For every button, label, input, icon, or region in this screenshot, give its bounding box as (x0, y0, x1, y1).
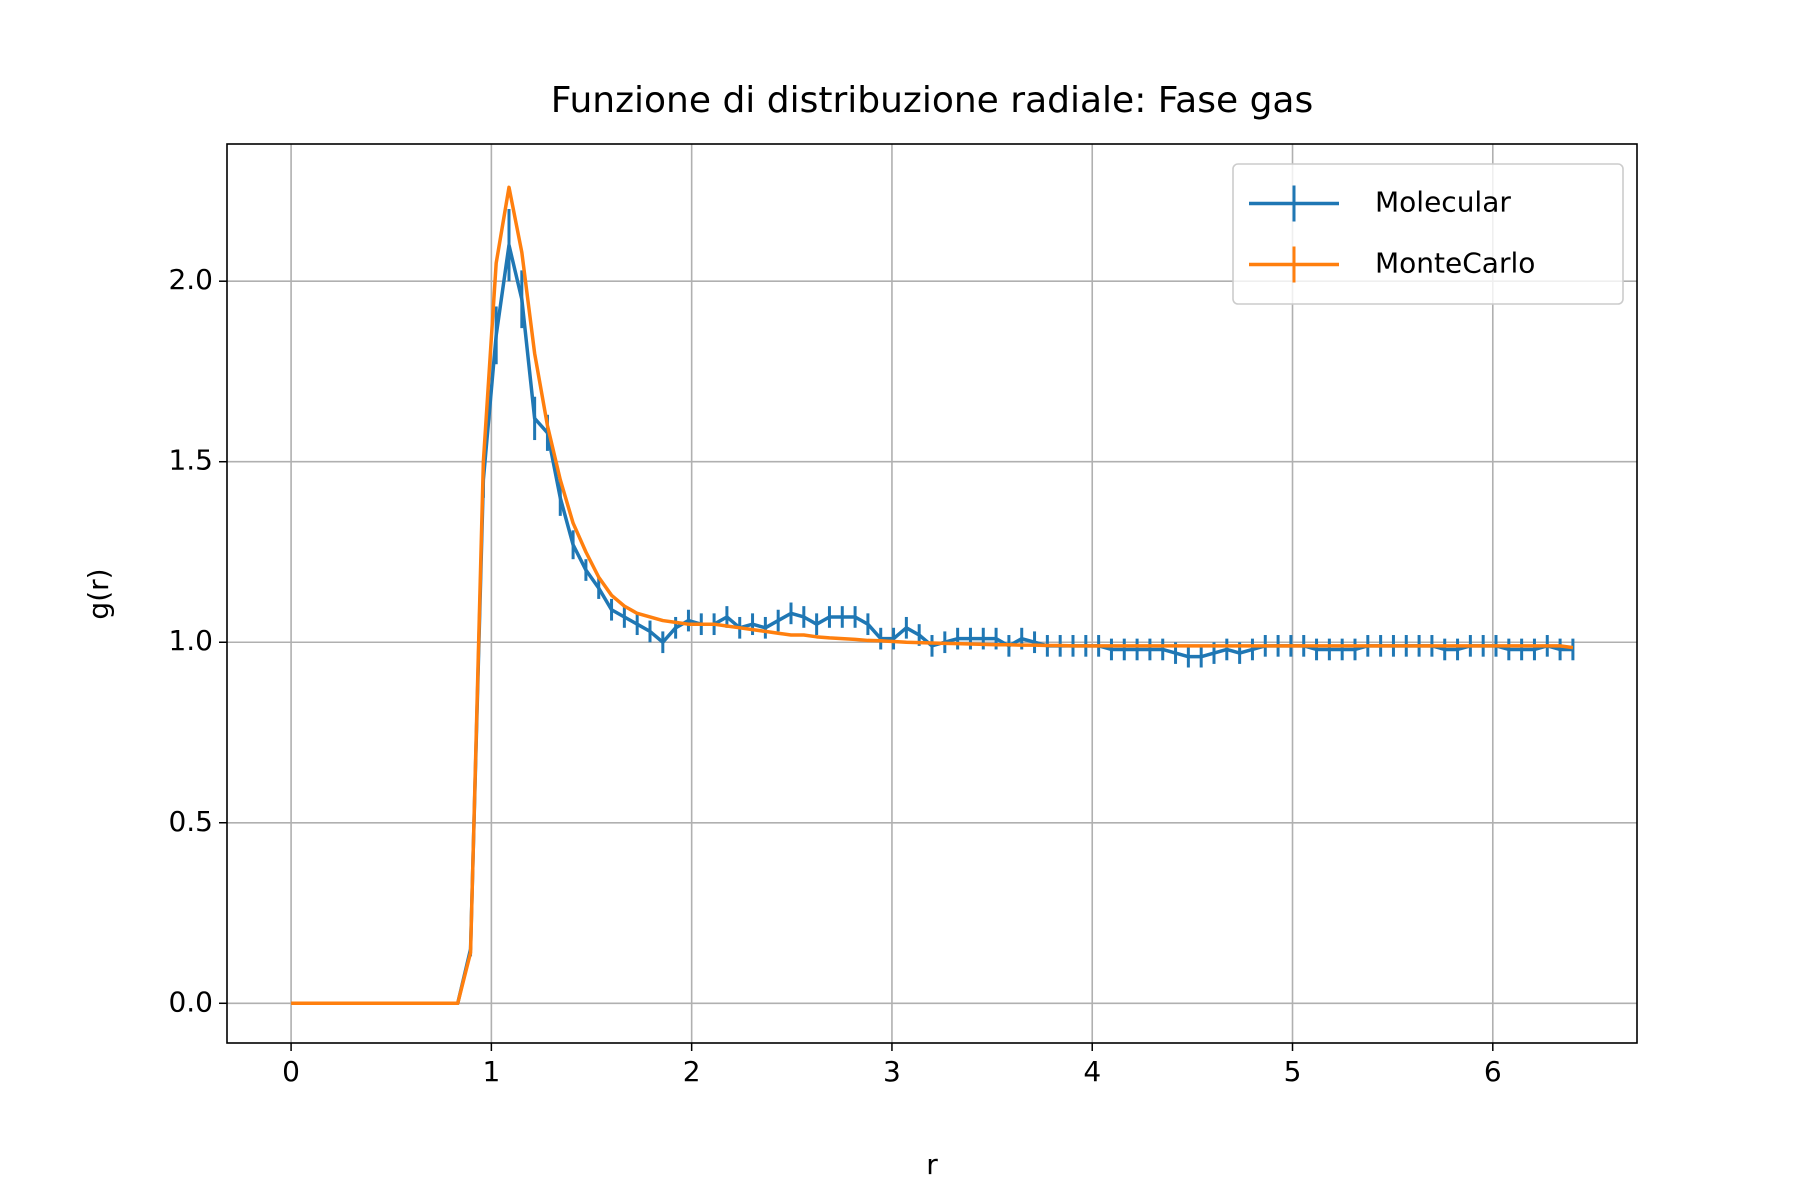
x-axis-label: r (926, 1148, 938, 1181)
x-tick-label: 6 (1484, 1055, 1502, 1088)
x-tick-label: 1 (482, 1055, 500, 1088)
plot-frame (226, 143, 1638, 1044)
x-tick-label: 2 (683, 1055, 701, 1088)
series-line (291, 243, 1573, 1006)
legend-box (1232, 163, 1624, 305)
y-tick-label: 0.5 (168, 805, 213, 838)
y-tick-label: 0.0 (168, 985, 213, 1018)
x-tick-label: 0 (282, 1055, 300, 1088)
series-line (291, 185, 1574, 1006)
y-tick-label: 1.5 (168, 444, 213, 477)
y-tick-label: 1.0 (168, 624, 213, 657)
y-axis-label: g(r) (82, 568, 115, 619)
x-tick-label: 3 (883, 1055, 901, 1088)
chart-title: Funzione di distribuzione radiale: Fase … (551, 80, 1314, 121)
x-tick-label: 4 (1083, 1055, 1101, 1088)
y-tick-label: 2.0 (168, 263, 213, 296)
x-tick-label: 5 (1284, 1055, 1302, 1088)
legend-label: Molecular (1375, 186, 1511, 219)
legend-label: MonteCarlo (1375, 247, 1535, 280)
